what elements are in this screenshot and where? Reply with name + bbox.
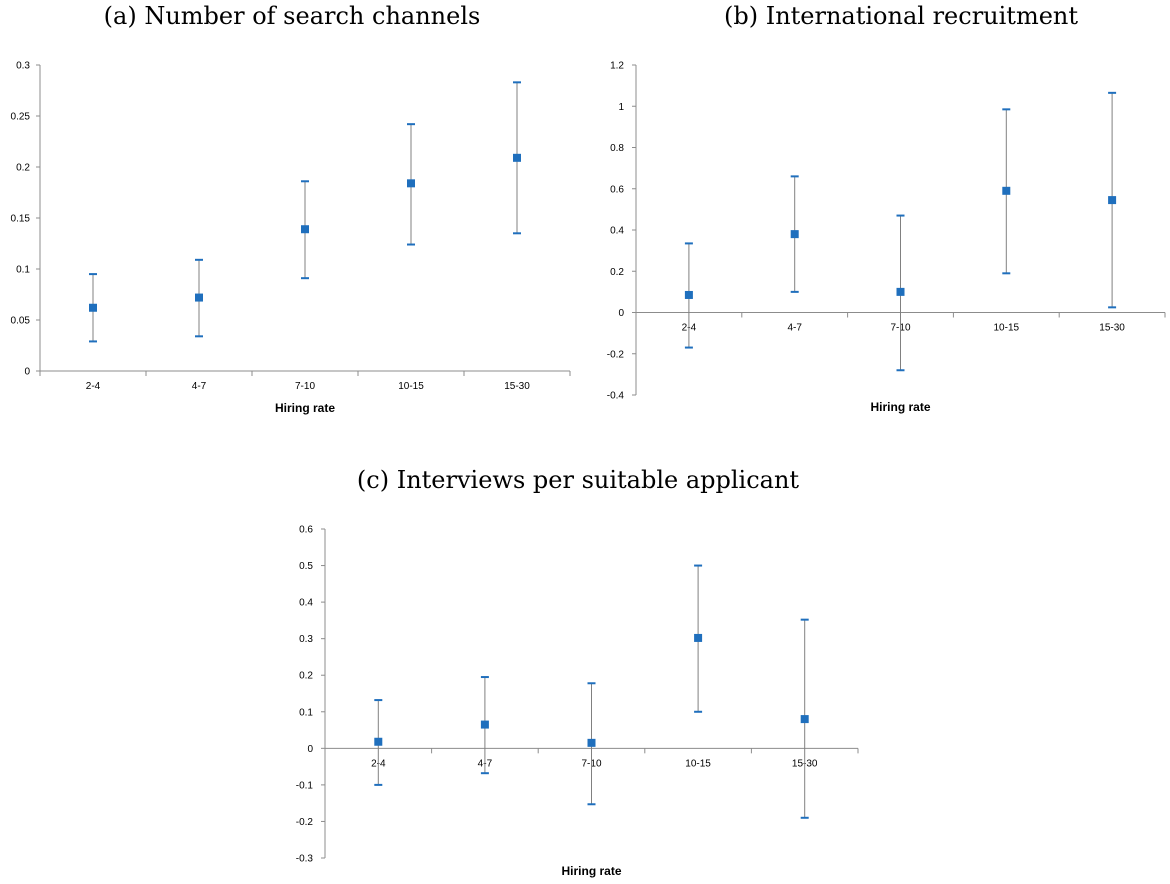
y-tick-label: -0.4 — [607, 391, 625, 402]
y-tick-label: 0.25 — [11, 112, 31, 123]
y-tick-label: 0.2 — [16, 163, 30, 174]
data-point-marker — [790, 230, 799, 239]
chart-title-c: (c) Interviews per suitable applicant — [356, 466, 800, 494]
y-tick-label: 0.3 — [16, 61, 30, 72]
y-tick-label: 0.8 — [610, 143, 624, 154]
x-tick-label: 10-15 — [994, 323, 1020, 334]
y-tick-label: 1 — [618, 102, 624, 113]
y-tick-label: 1.2 — [610, 61, 624, 72]
chart-title-a: (a) Number of search channels — [103, 2, 481, 30]
x-tick-label: 4-7 — [787, 323, 802, 334]
y-tick-label: 0.6 — [299, 525, 313, 536]
y-tick-label: 0.15 — [11, 214, 31, 225]
y-tick-label: -0.3 — [296, 854, 314, 865]
data-point-marker — [896, 287, 905, 296]
y-tick-label: 0.6 — [610, 184, 624, 195]
x-axis-title: Hiring rate — [275, 401, 335, 415]
data-point-marker — [694, 633, 703, 642]
y-tick-label: 0 — [618, 308, 624, 319]
x-tick-label: 15-30 — [504, 381, 530, 392]
y-tick-label: 0.2 — [299, 671, 313, 682]
y-tick-label: 0.1 — [299, 707, 313, 718]
y-tick-label: 0.2 — [610, 267, 624, 278]
data-point-marker — [587, 738, 596, 747]
data-point-marker — [684, 290, 693, 299]
y-tick-label: -0.2 — [296, 817, 314, 828]
data-point-marker — [513, 153, 521, 162]
y-tick-label: 0.5 — [299, 561, 313, 572]
y-tick-label: 0.4 — [299, 598, 313, 609]
y-tick-label: 0.1 — [16, 265, 30, 276]
y-tick-label: 0 — [24, 367, 30, 378]
data-point-marker — [1108, 196, 1117, 205]
x-tick-label: 10-15 — [398, 381, 424, 392]
y-tick-label: -0.1 — [296, 780, 314, 791]
x-tick-label: 2-4 — [86, 381, 101, 392]
x-tick-label: 10-15 — [685, 758, 711, 769]
data-point-marker — [301, 225, 309, 234]
x-axis-title: Hiring rate — [870, 400, 930, 414]
data-point-marker — [1002, 186, 1011, 195]
y-tick-label: 0.3 — [299, 634, 313, 645]
y-tick-label: 0.05 — [11, 316, 31, 327]
data-point-marker — [374, 737, 383, 746]
y-tick-label: -0.2 — [607, 349, 625, 360]
x-tick-label: 4-7 — [192, 381, 207, 392]
data-point-marker — [800, 715, 809, 724]
data-point-marker — [407, 179, 415, 188]
x-tick-label: 7-10 — [295, 381, 315, 392]
y-tick-label: 0 — [307, 744, 313, 755]
y-tick-label: 0.4 — [610, 226, 624, 237]
data-point-marker — [89, 303, 97, 312]
chart-title-b: (b) International recruitment — [723, 2, 1079, 30]
x-axis-title: Hiring rate — [561, 864, 621, 878]
x-tick-label: 15-30 — [1099, 323, 1125, 334]
data-point-marker — [195, 293, 203, 302]
data-point-marker — [480, 720, 489, 729]
